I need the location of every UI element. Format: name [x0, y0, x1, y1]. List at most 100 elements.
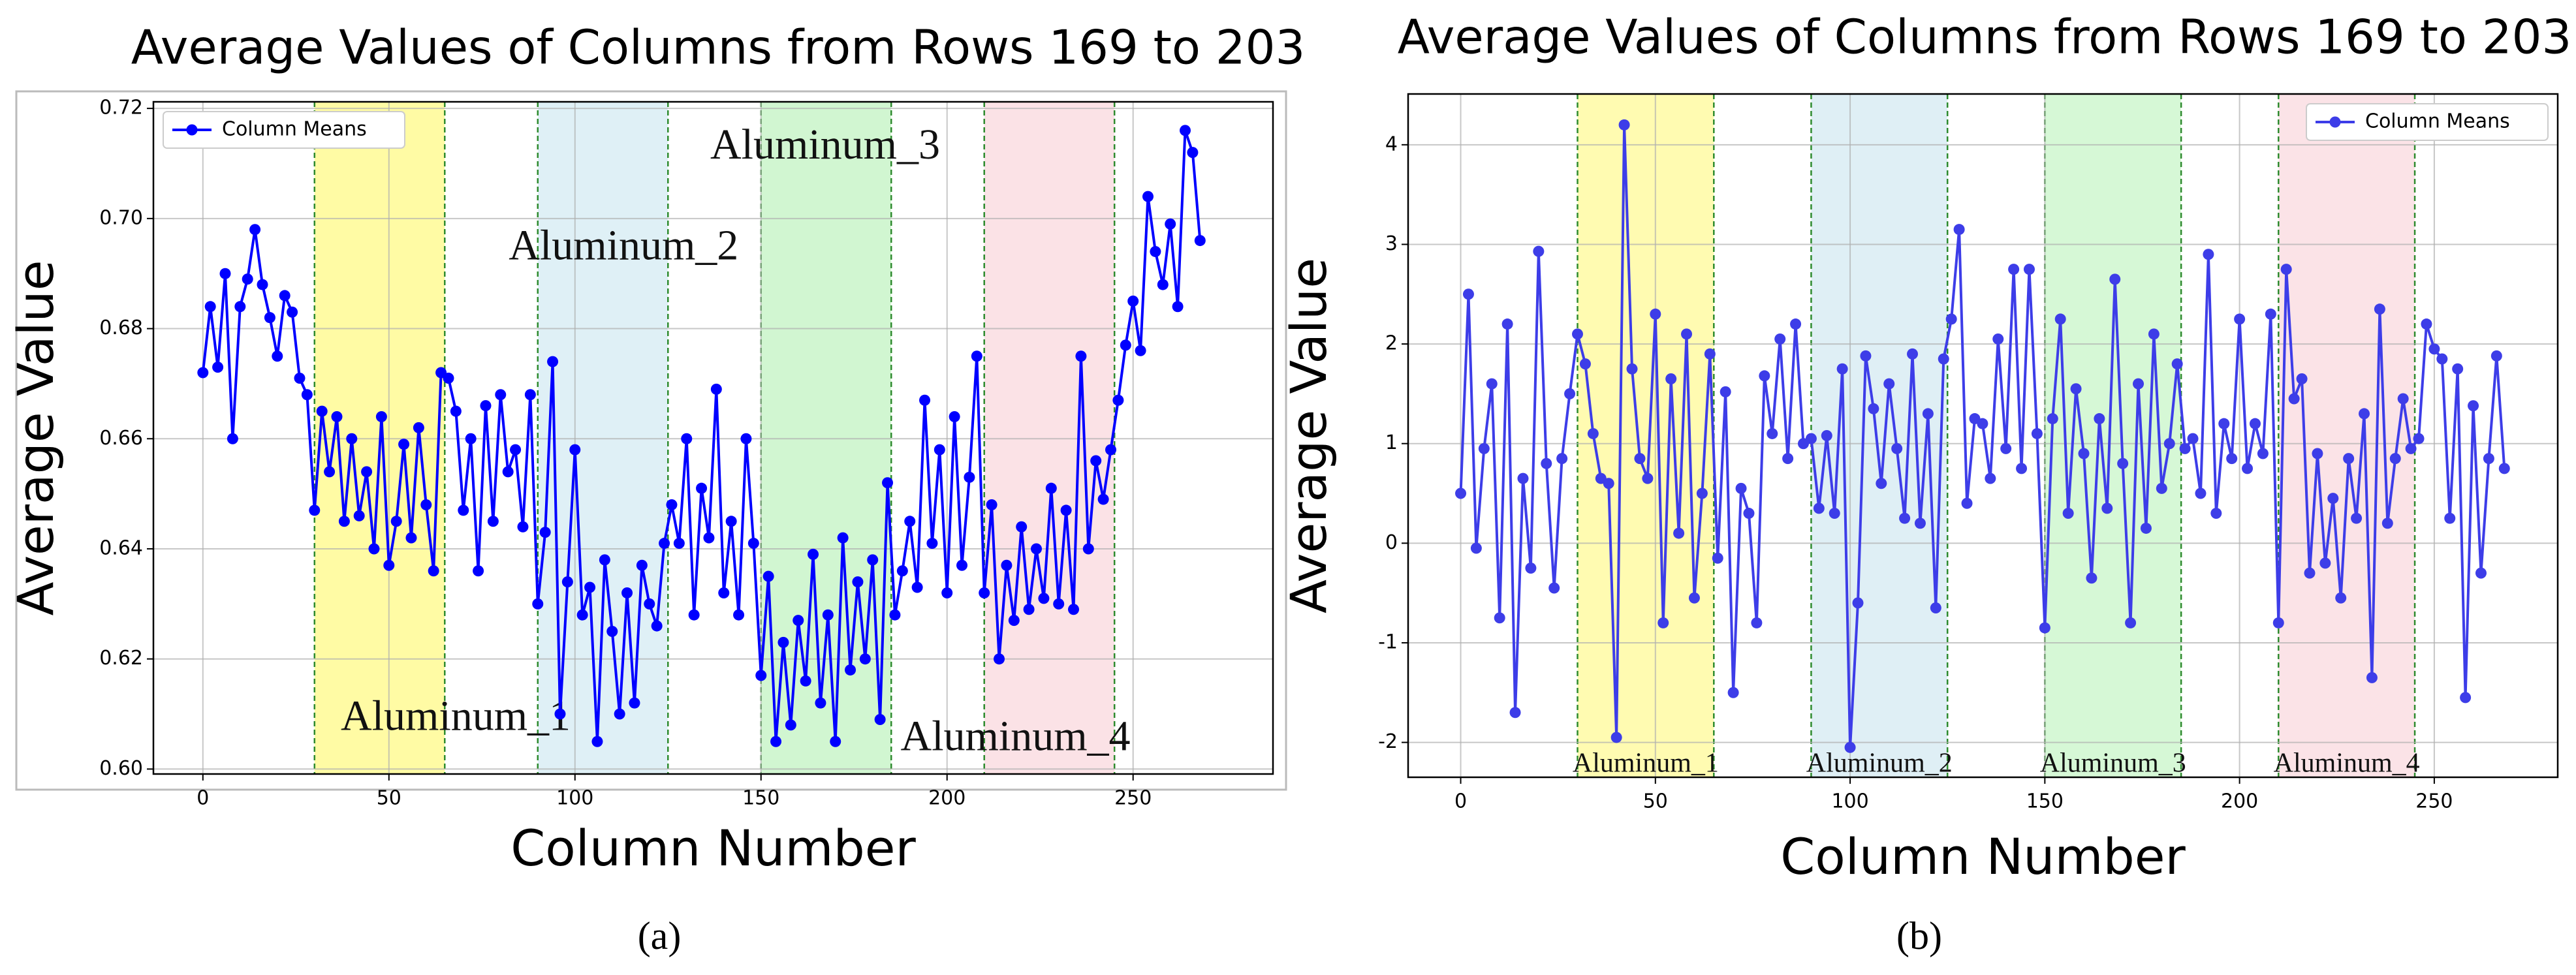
data-point	[227, 433, 238, 444]
region	[1811, 94, 1948, 777]
data-point	[1743, 508, 1755, 519]
data-point	[1525, 562, 1537, 574]
x-tick-label: 0	[1454, 790, 1467, 813]
data-point	[517, 521, 529, 533]
panel-frame	[15, 90, 1287, 791]
data-point	[1618, 119, 1630, 131]
data-point	[1135, 345, 1146, 356]
data-point	[2203, 249, 2214, 260]
data-point	[606, 626, 618, 638]
data-point	[1985, 472, 1996, 484]
data-point	[2008, 264, 2020, 275]
data-point	[1688, 592, 1700, 604]
data-point	[740, 433, 752, 444]
y-tick-label: 0.70	[99, 206, 143, 229]
data-point	[2218, 418, 2230, 429]
data-point	[502, 466, 514, 478]
x-tick-label: 100	[1831, 790, 1868, 813]
data-point	[733, 609, 745, 621]
data-point	[2366, 672, 2378, 683]
data-point	[1142, 191, 1154, 202]
data-point	[2304, 567, 2316, 579]
data-point	[837, 532, 849, 544]
data-point	[770, 735, 782, 747]
data-point	[287, 306, 298, 318]
data-point	[510, 444, 522, 456]
data-point	[591, 735, 603, 747]
region-label: Aluminum_1	[341, 692, 571, 740]
data-point	[1587, 427, 1599, 439]
data-point	[584, 581, 596, 593]
data-point	[629, 697, 640, 709]
data-point	[2257, 448, 2269, 459]
y-tick-label: 0.68	[99, 317, 143, 339]
data-point	[1127, 295, 1139, 307]
data-point	[1053, 598, 1065, 610]
region-label: Aluminum_4	[901, 713, 1131, 760]
data-point	[1165, 218, 1176, 230]
legend-box	[2306, 103, 2549, 141]
data-point	[324, 466, 336, 478]
x-tick-label: 0	[196, 787, 209, 810]
y-tick-label: 3	[1385, 232, 1398, 255]
data-point	[2195, 488, 2207, 499]
data-point	[2140, 522, 2152, 534]
data-point	[2405, 442, 2417, 454]
data-point	[2039, 622, 2050, 634]
data-point	[361, 466, 373, 478]
data-point	[1509, 707, 1521, 719]
data-point	[859, 653, 871, 665]
data-point	[316, 405, 328, 417]
y-tick-label: 0.72	[99, 97, 143, 119]
data-point	[1533, 245, 1545, 257]
data-point	[2054, 313, 2066, 325]
chart-title: Average Values of Columns from Rows 169 …	[131, 20, 1306, 75]
data-point	[2171, 358, 2183, 370]
x-tick-label: 150	[2026, 790, 2064, 813]
data-point	[2319, 557, 2331, 569]
data-point	[2086, 572, 2097, 584]
data-point	[830, 735, 841, 747]
data-point	[524, 389, 536, 401]
data-point	[1626, 363, 1638, 375]
data-point	[413, 422, 424, 433]
data-point	[1759, 370, 1770, 382]
data-point	[1860, 350, 1872, 362]
data-point	[2460, 692, 2472, 704]
axes-frame	[152, 101, 1274, 775]
data-point	[1455, 488, 1467, 499]
data-point	[264, 312, 275, 324]
x-tick-label: 100	[556, 787, 593, 810]
data-point	[1767, 427, 1778, 439]
data-point	[1150, 245, 1161, 257]
data-point	[1977, 418, 1988, 429]
data-point	[420, 499, 432, 510]
data-point	[1008, 615, 1020, 627]
legend-label: Column Means	[2365, 110, 2510, 133]
axes-frame	[1407, 93, 2559, 779]
data-point	[2397, 393, 2409, 405]
data-point	[2125, 617, 2137, 628]
data-point	[2428, 343, 2440, 355]
y-tick-label: 2	[1385, 332, 1398, 355]
data-point	[1548, 582, 1560, 594]
data-point	[762, 570, 774, 582]
data-point	[1922, 408, 1934, 420]
data-point	[353, 510, 365, 521]
data-point	[703, 532, 715, 544]
data-point	[480, 400, 492, 412]
data-point	[755, 670, 767, 681]
data-point	[904, 516, 916, 527]
data-point	[1751, 617, 1763, 628]
data-point	[718, 587, 730, 598]
data-point	[1876, 478, 1887, 489]
data-point	[845, 664, 856, 676]
data-point	[2031, 427, 2043, 439]
data-point	[1836, 363, 1848, 375]
data-point	[1571, 328, 1583, 340]
y-tick-label: 0.62	[99, 647, 143, 670]
data-point	[2280, 264, 2292, 275]
data-point	[390, 516, 402, 527]
data-point	[1720, 386, 1731, 397]
data-point	[2359, 408, 2370, 420]
